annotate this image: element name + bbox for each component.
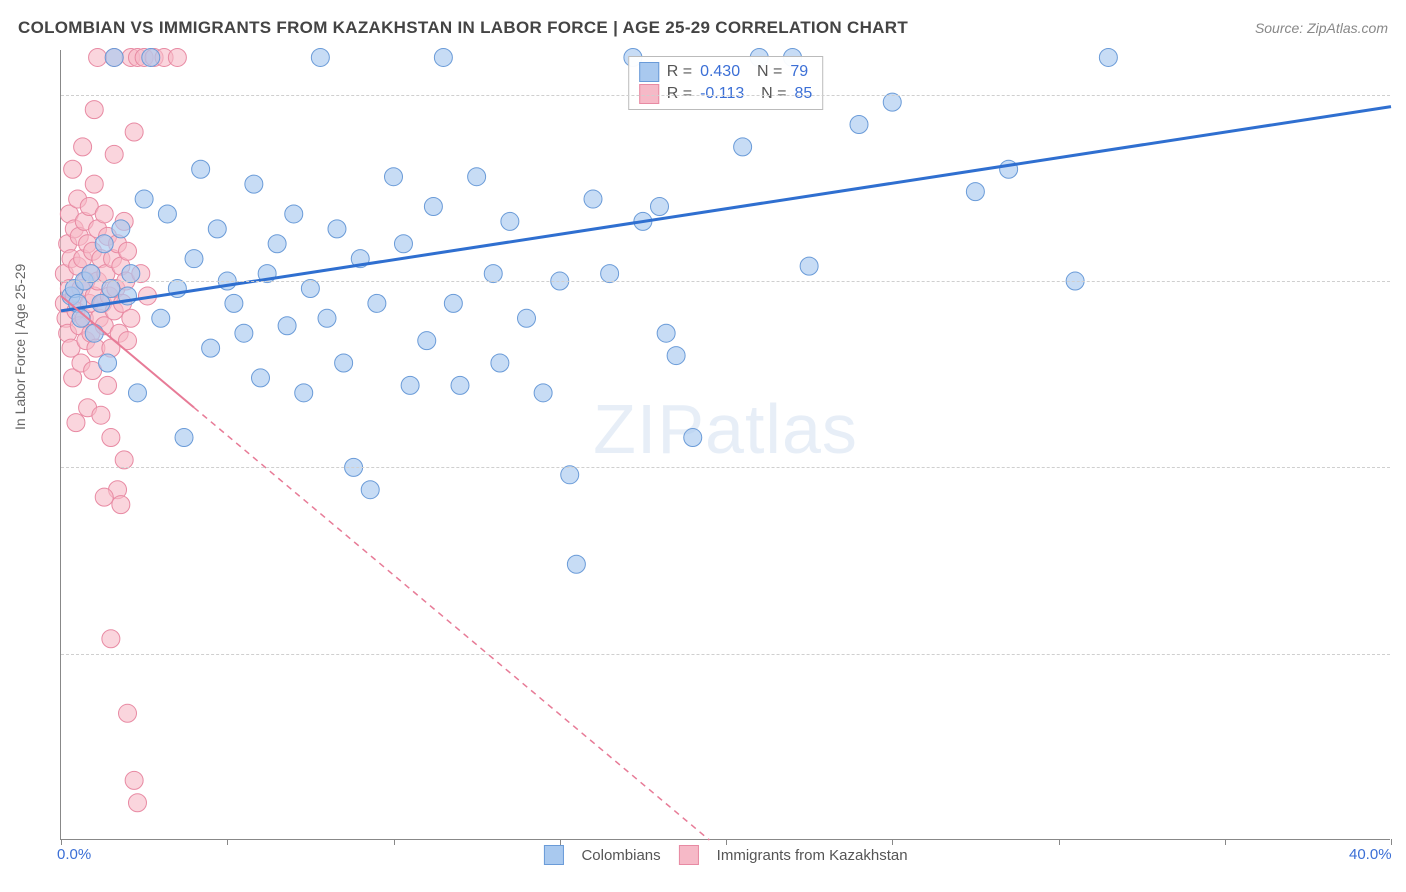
x-tick-mark bbox=[394, 839, 395, 845]
source-credit: Source: ZipAtlas.com bbox=[1255, 20, 1388, 36]
stat-r-0: 0.430 bbox=[700, 63, 740, 81]
x-tick-mark bbox=[726, 839, 727, 845]
x-tick-mark bbox=[560, 839, 561, 845]
legend-label-1: Immigrants from Kazakhstan bbox=[717, 847, 908, 864]
x-tick-mark bbox=[892, 839, 893, 845]
scatter-plot-area: ZIPatlas R =0.430 N =79 R =-0.113 N =85 … bbox=[60, 50, 1390, 840]
legend-swatch-1 bbox=[679, 845, 699, 865]
y-tick-label: 100.0% bbox=[1398, 86, 1406, 103]
chart-title: COLOMBIAN VS IMMIGRANTS FROM KAZAKHSTAN … bbox=[18, 18, 908, 38]
gridline-h bbox=[61, 467, 1390, 468]
regression-line bbox=[61, 296, 194, 408]
x-tick-mark bbox=[227, 839, 228, 845]
y-tick-label: 75.0% bbox=[1398, 459, 1406, 476]
x-tick-mark bbox=[1391, 839, 1392, 845]
correlation-stats-box: R =0.430 N =79 R =-0.113 N =85 bbox=[628, 56, 824, 110]
regression-line-dashed bbox=[194, 408, 709, 840]
legend-label-0: Colombians bbox=[581, 847, 660, 864]
x-tick-mark bbox=[1059, 839, 1060, 845]
gridline-h bbox=[61, 95, 1390, 96]
stats-swatch-0 bbox=[639, 62, 659, 82]
y-axis-label: In Labor Force | Age 25-29 bbox=[12, 264, 28, 430]
y-tick-label: 62.5% bbox=[1398, 645, 1406, 662]
x-tick-label: 0.0% bbox=[57, 846, 91, 863]
gridline-h bbox=[61, 654, 1390, 655]
legend-swatch-0 bbox=[543, 845, 563, 865]
stats-row-series-0: R =0.430 N =79 bbox=[639, 61, 813, 83]
x-tick-mark bbox=[1225, 839, 1226, 845]
y-tick-label: 87.5% bbox=[1398, 273, 1406, 290]
x-tick-mark bbox=[61, 839, 62, 845]
regression-lines-layer bbox=[61, 50, 1390, 839]
gridline-h bbox=[61, 281, 1390, 282]
legend: Colombians Immigrants from Kazakhstan bbox=[543, 845, 907, 865]
stat-n-0: 79 bbox=[790, 63, 808, 81]
x-tick-label: 40.0% bbox=[1349, 846, 1392, 863]
